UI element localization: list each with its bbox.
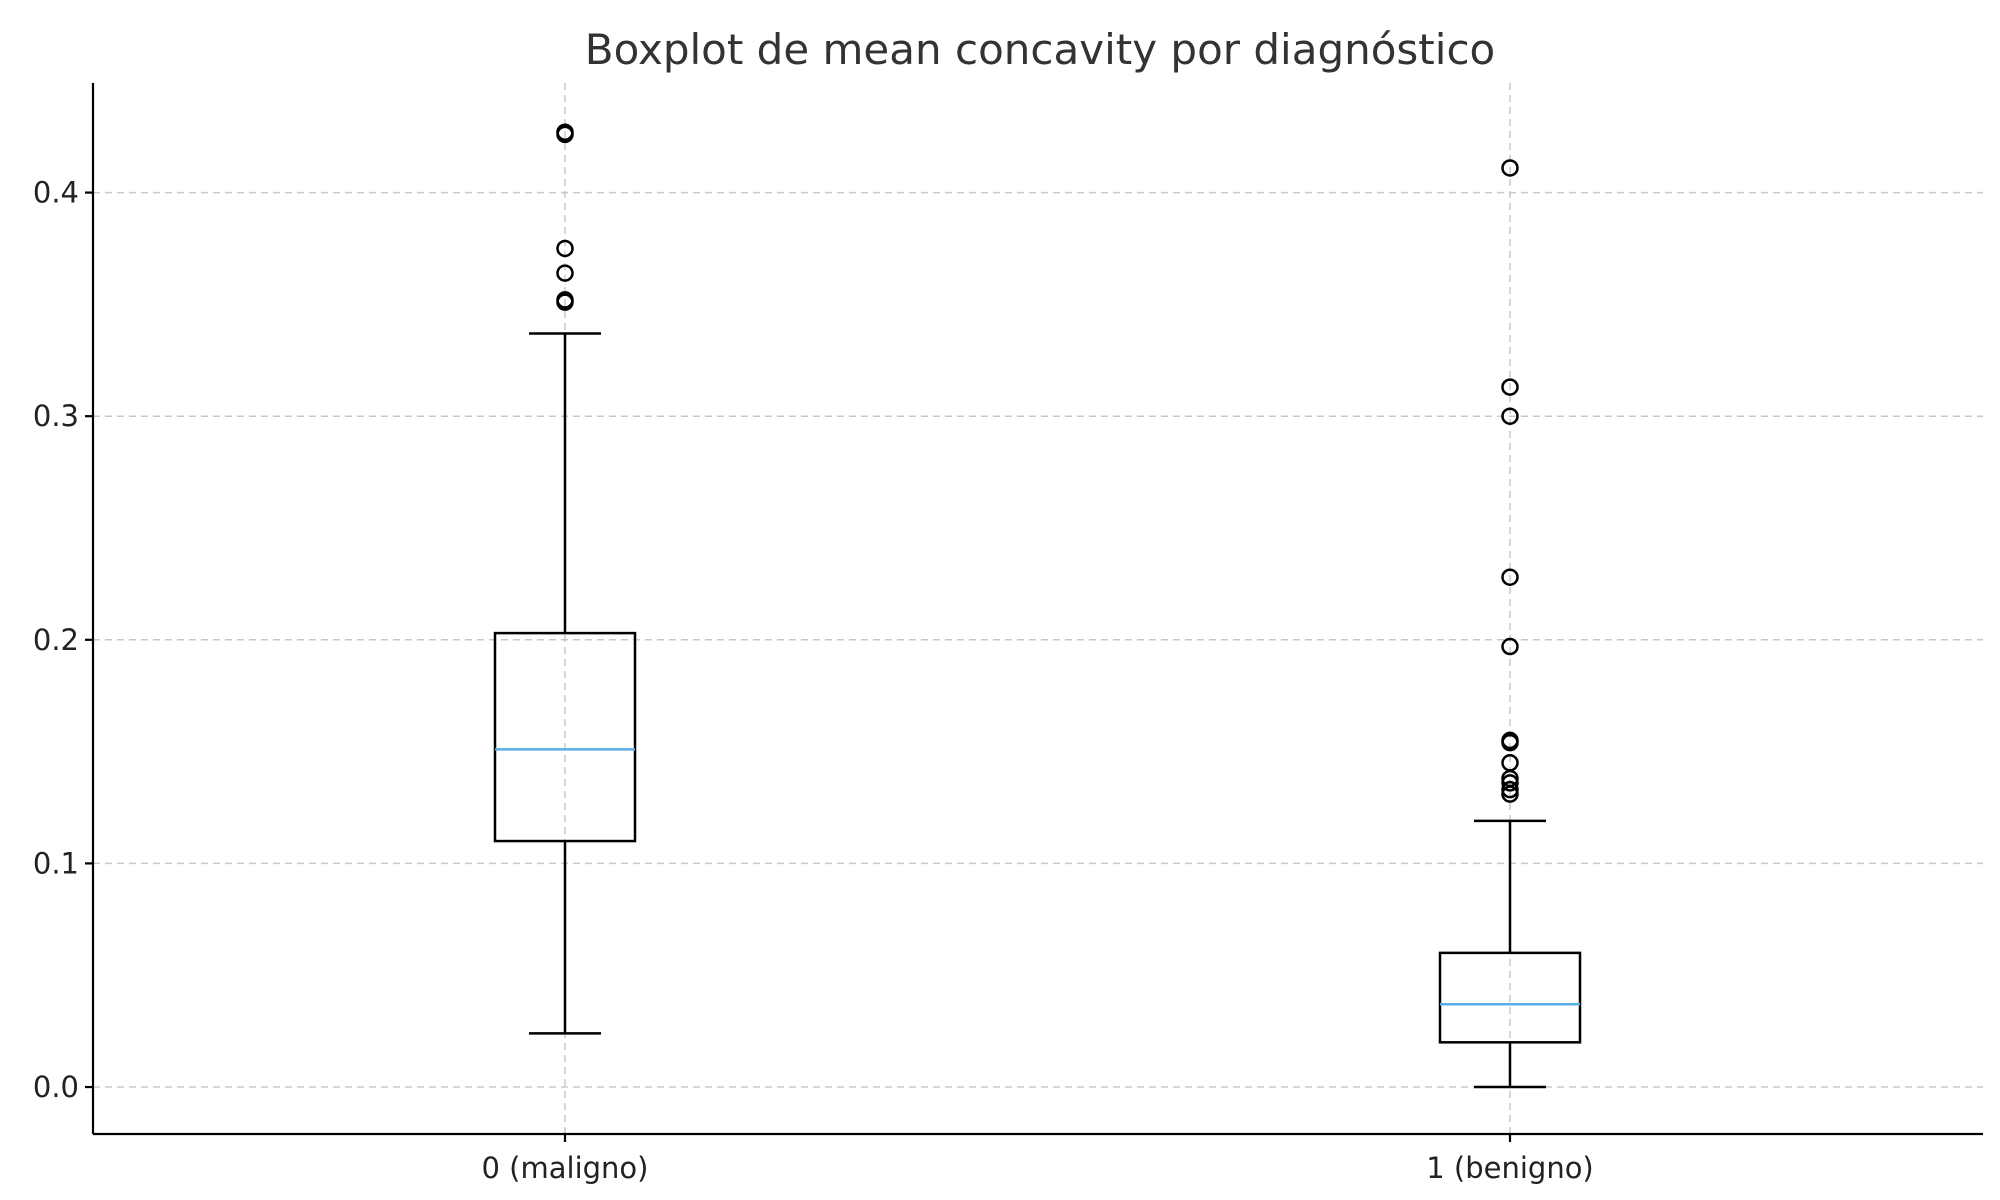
y-tick-label: 0.1 <box>33 846 79 880</box>
iqr-box <box>1438 951 1582 1044</box>
x-tick-label: 1 (benigno) <box>1426 1151 1594 1185</box>
outlier-point <box>556 264 574 282</box>
boxes-layer <box>493 123 1582 1089</box>
y-tick-label: 0.2 <box>33 623 79 657</box>
outlier-point <box>1501 378 1519 396</box>
y-tick-label: 0.4 <box>33 176 79 210</box>
outlier-point <box>1501 568 1519 586</box>
outlier-point <box>556 293 574 311</box>
outlier-point <box>1501 637 1519 656</box>
y-tick-label: 0.3 <box>33 399 79 433</box>
outlier-point <box>556 239 574 258</box>
box-group <box>1438 159 1582 1089</box>
y-tick-label: 0.0 <box>33 1070 79 1104</box>
grid-layer <box>93 83 1983 1134</box>
outlier-point <box>1501 407 1519 425</box>
axes-layer <box>85 83 1983 1142</box>
labels-layer: 0.0 0.1 0.2 0.3 0.4 0 (maligno) 1 (benigno) <box>33 176 1594 1185</box>
outlier-point <box>1501 774 1519 792</box>
outlier-point <box>556 125 574 144</box>
outlier-point <box>1501 159 1519 177</box>
outlier-point <box>1501 733 1519 752</box>
chart-title: Boxplot de mean concavity por diagnóstic… <box>585 25 1496 74</box>
iqr-box <box>493 631 637 843</box>
x-tick-label: 0 (maligno) <box>482 1151 649 1185</box>
box-group <box>493 123 637 1035</box>
outlier-point <box>1501 785 1519 803</box>
